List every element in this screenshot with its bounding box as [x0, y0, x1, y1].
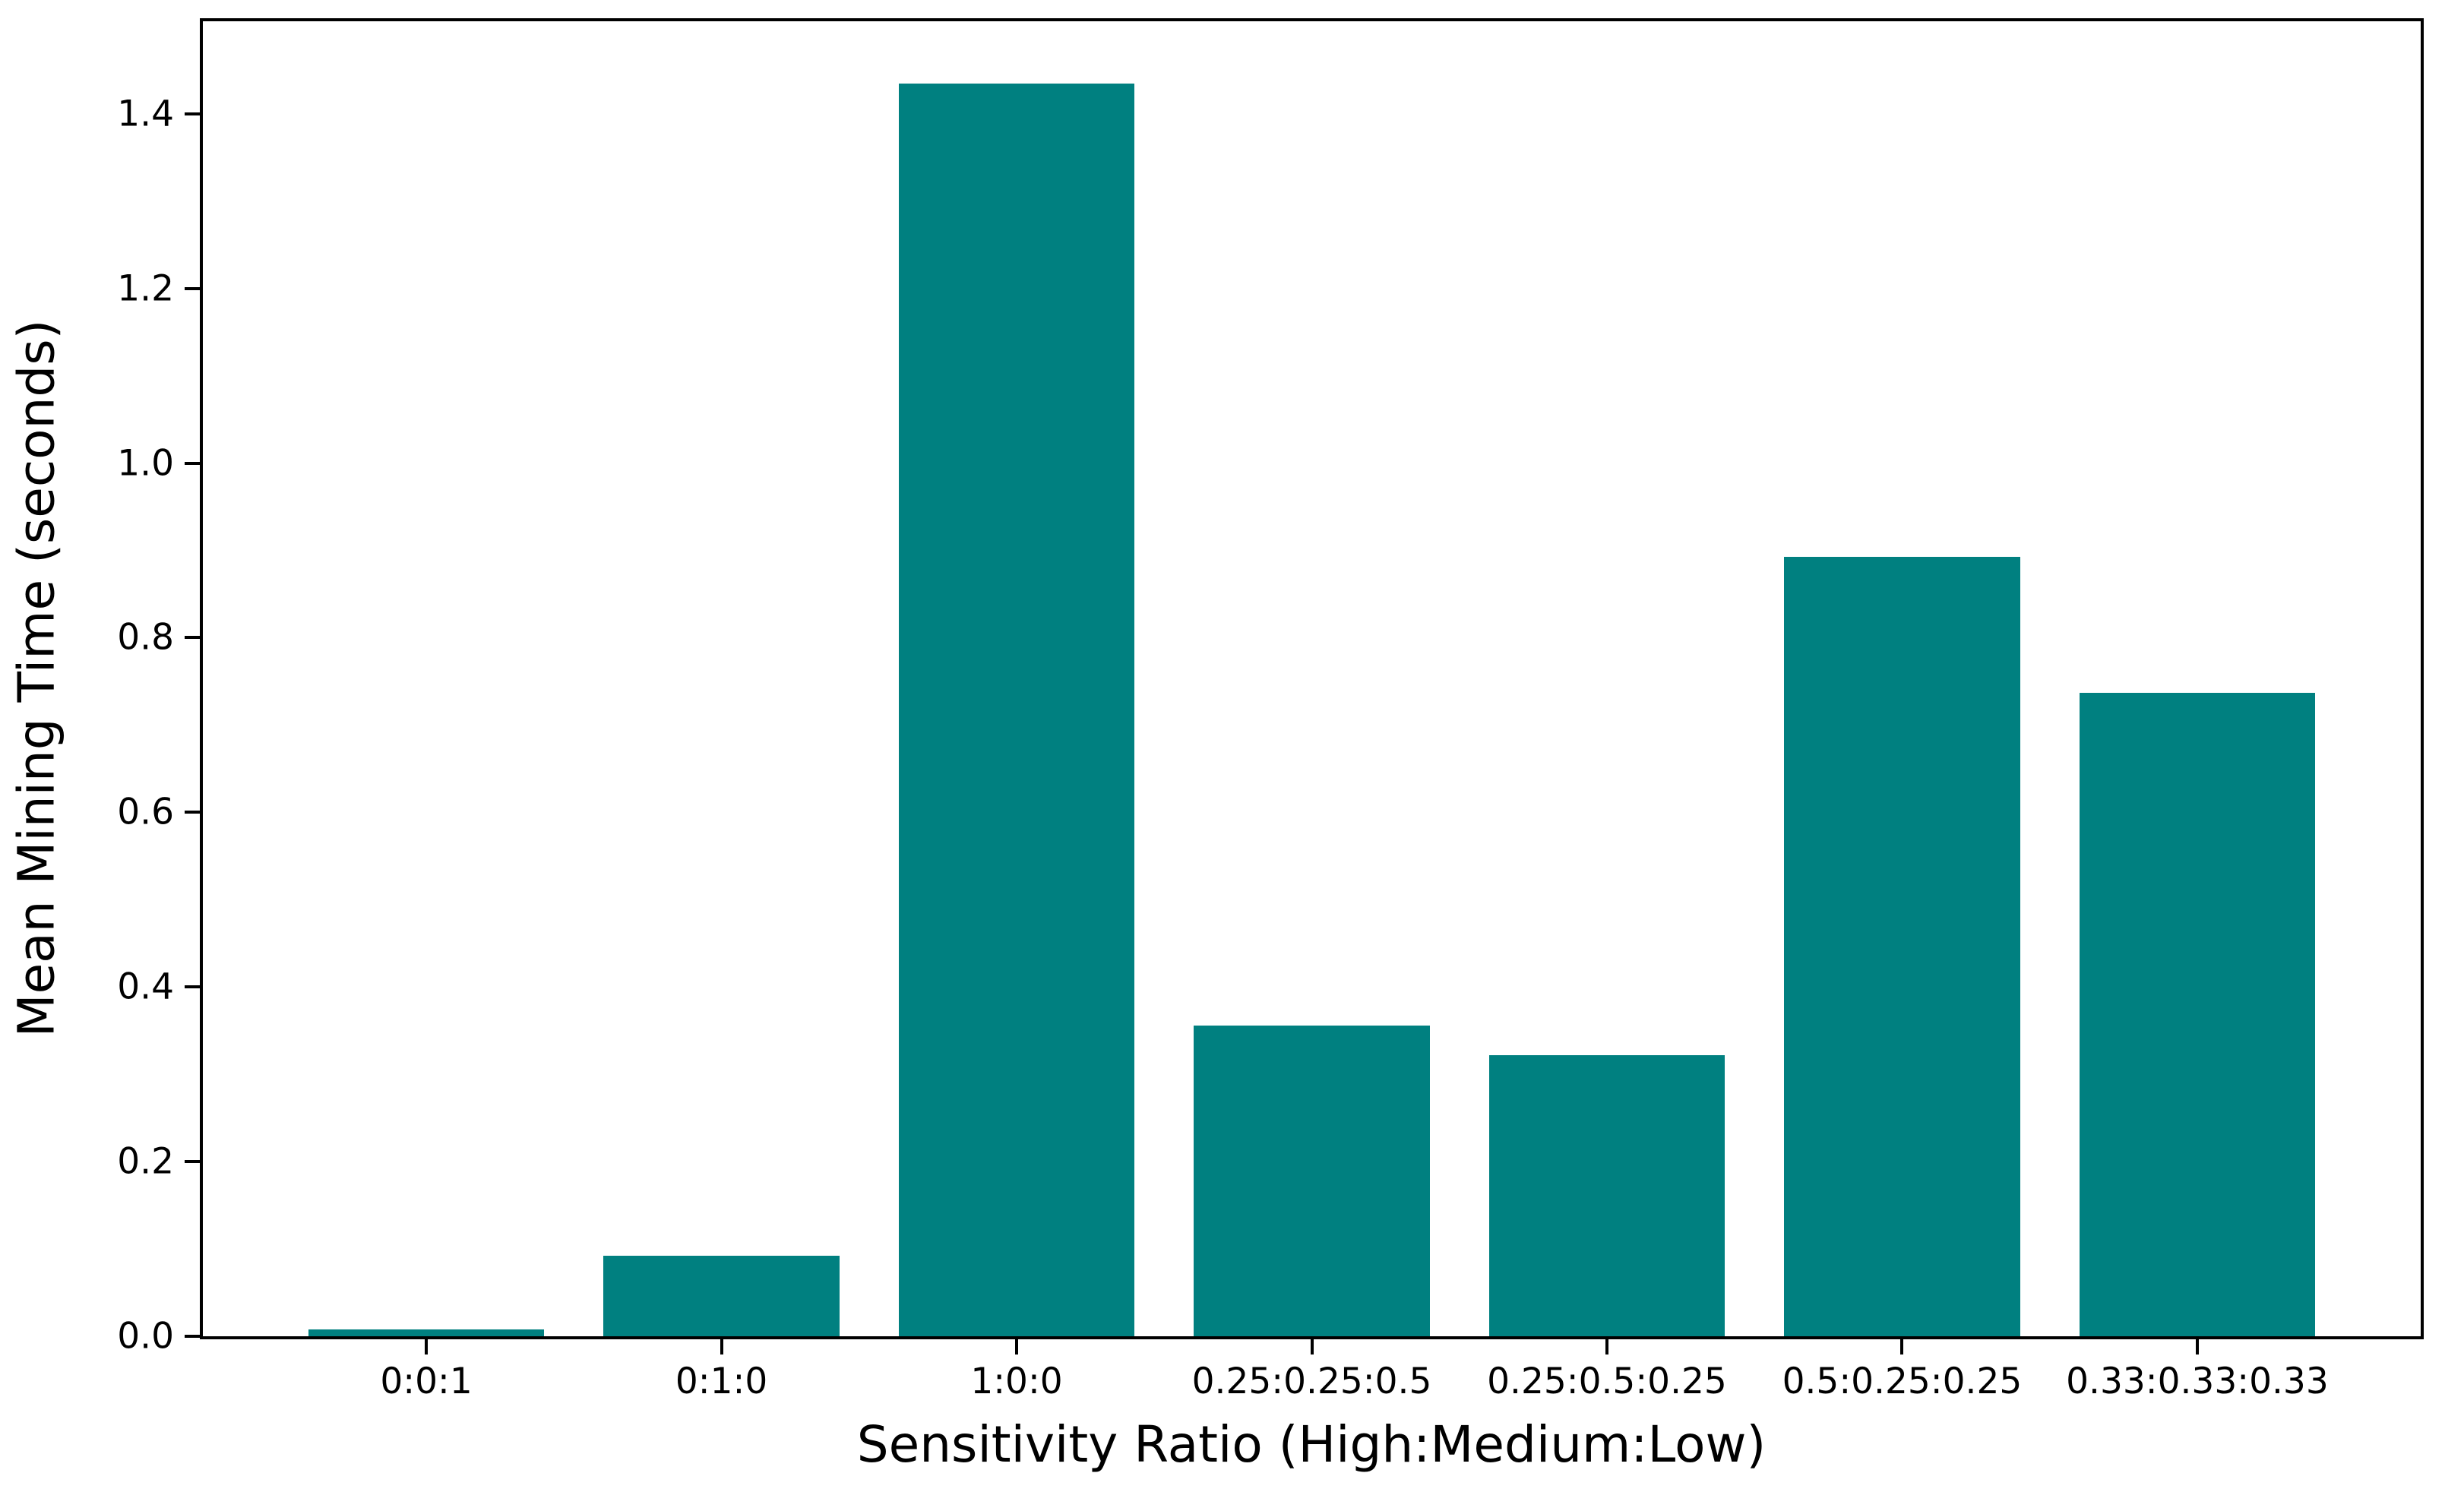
bar-0.25:0.25:0.5	[1194, 1025, 1430, 1336]
y-tick-mark	[185, 112, 200, 115]
y-tick-label: 0.6	[117, 791, 174, 833]
x-tick-mark	[720, 1339, 723, 1354]
x-tick-label: 0.25:0.25:0.5	[1191, 1361, 1432, 1402]
x-tick-mark	[1310, 1339, 1314, 1354]
x-tick-mark	[1015, 1339, 1019, 1354]
y-tick-label: 0.0	[117, 1315, 174, 1358]
x-tick-label: 0:0:1	[380, 1361, 473, 1402]
x-tick-label: 0.33:0.33:0.33	[2066, 1361, 2329, 1402]
bar-0.5:0.25:0.25	[1784, 556, 2020, 1336]
x-tick-mark	[425, 1339, 429, 1354]
bar-0:1:0	[603, 1256, 840, 1336]
y-tick-label: 1.4	[117, 93, 174, 135]
x-tick-mark	[1605, 1339, 1608, 1354]
y-tick-label: 0.2	[117, 1140, 174, 1183]
x-tick-mark	[2195, 1339, 2199, 1354]
y-tick-mark	[185, 636, 200, 640]
x-axis-label: Sensitivity Ratio (High:Medium:Low)	[856, 1415, 1767, 1474]
x-tick-mark	[1900, 1339, 1904, 1354]
bar-0:0:1	[308, 1329, 545, 1336]
x-tick-label: 0.25:0.5:0.25	[1487, 1361, 1727, 1402]
y-tick-mark	[185, 985, 200, 989]
y-tick-label: 0.4	[117, 966, 174, 1008]
plot-area: 0.0 0.2 0.4 0.6 0.8 1.0 1.2 1.4 0:0:1 0:1:0 1:0:0…	[117, 18, 2424, 1399]
x-tick-label: 1:0:0	[970, 1361, 1063, 1402]
x-tick-label: 0:1:0	[675, 1361, 768, 1402]
y-tick-mark	[185, 286, 200, 290]
y-tick-label: 0.8	[117, 616, 174, 659]
bar-1:0:0	[898, 83, 1135, 1336]
y-tick-label: 1.2	[117, 267, 174, 310]
y-axis-label: Mean Mining Time (seconds)	[7, 319, 66, 1038]
bar-0.33:0.33:0.33	[2079, 692, 2316, 1336]
y-tick-mark	[185, 1160, 200, 1164]
y-tick-mark	[185, 1335, 200, 1338]
x-tick-label: 0.5:0.25:0.25	[1782, 1361, 2023, 1402]
y-tick-label: 1.0	[117, 442, 174, 485]
bar-0.25:0.5:0.25	[1488, 1054, 1725, 1336]
y-tick-mark	[185, 811, 200, 814]
y-tick-mark	[185, 461, 200, 465]
